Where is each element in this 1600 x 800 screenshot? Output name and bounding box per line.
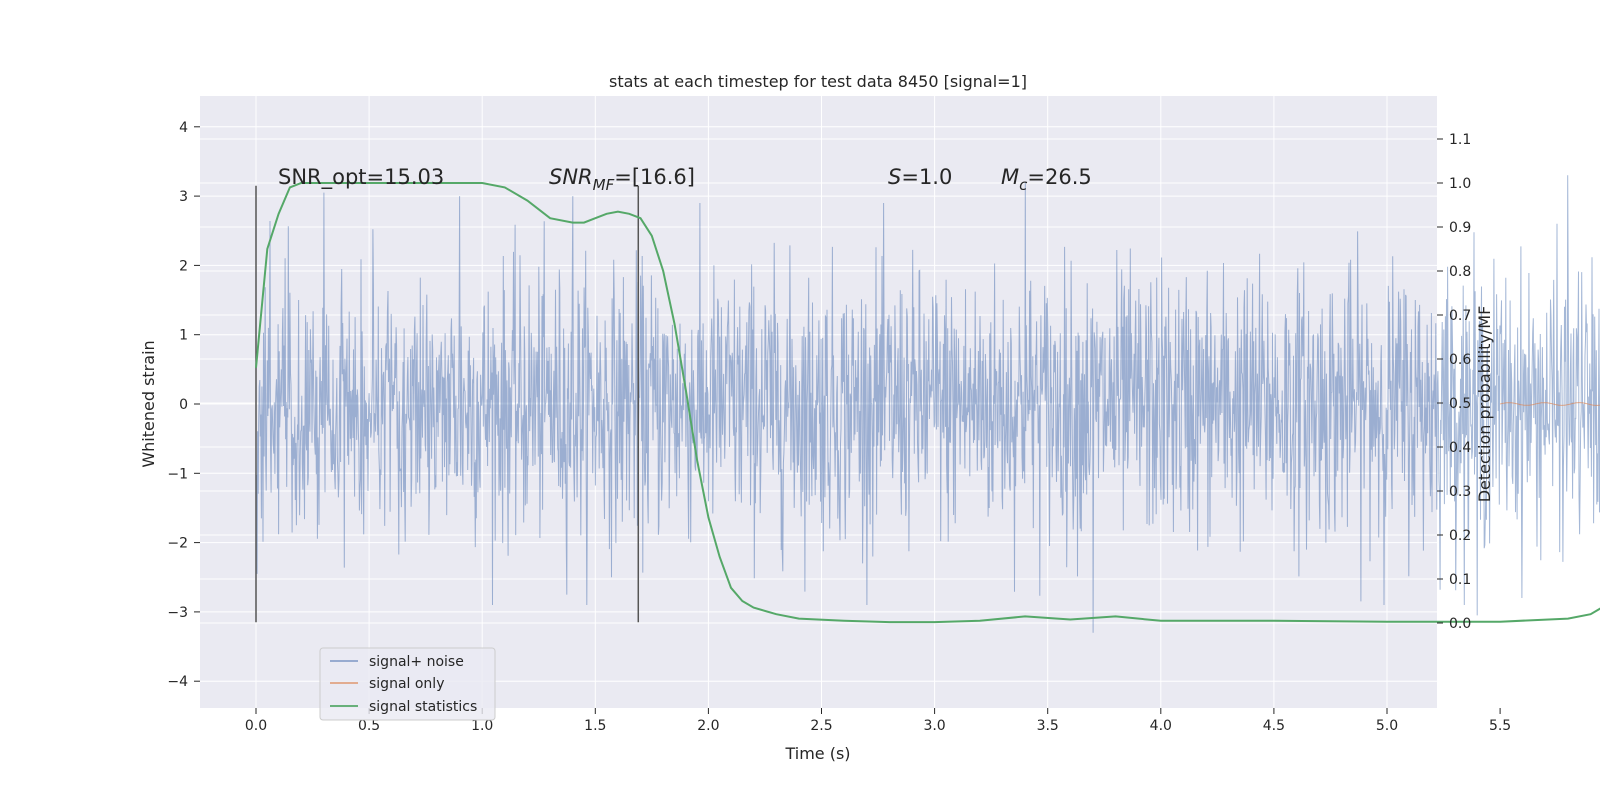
y2-tick-label-1: 1.0	[1449, 176, 1471, 192]
x-tick-label-11: 5.5	[1489, 718, 1511, 734]
x-tick-label-10: 5.0	[1376, 718, 1398, 734]
x-tick-label-5: 2.5	[810, 718, 832, 734]
axes-layer: 0.00.51.01.52.02.53.03.54.04.55.05.56.06…	[167, 120, 1511, 734]
y2-tick-label-3: 0.8	[1449, 264, 1471, 280]
y2-axis-label: Detection probability/MF	[1475, 306, 1494, 503]
x-tick-label-7: 3.5	[1037, 718, 1059, 734]
annotation-s-val: =1.0	[901, 165, 952, 189]
annotation-snr-mf-var: SNR	[549, 165, 593, 189]
x-tick-label-8: 4.0	[1150, 718, 1172, 734]
x-tick-label-3: 1.5	[584, 718, 606, 734]
y2-tick-label-8: 0.3	[1449, 484, 1471, 500]
annotation-snr-mf-sub: MF	[593, 176, 615, 194]
legend-label-signal-noise: signal+ noise	[369, 654, 464, 670]
x-tick-label-1: 0.5	[358, 718, 380, 734]
series-signal-statistics-line	[255, 182, 1600, 624]
y2-tick-label-9: 0.2	[1449, 528, 1471, 544]
annotation-mc-sub: c	[1019, 176, 1028, 194]
y2-tick-label-2: 0.9	[1449, 220, 1471, 236]
x-tick-label-6: 3.0	[923, 718, 945, 734]
y2-tick-label-4: 0.7	[1449, 308, 1471, 324]
annotation-s: S=1.0	[888, 165, 952, 189]
x-axis-label: Time (s)	[784, 744, 850, 763]
annotation-s-var: S	[888, 165, 901, 189]
x-tick-label-2: 1.0	[471, 718, 493, 734]
y-tick-label-8: −4	[167, 674, 188, 690]
y-tick-label-0: 4	[179, 120, 188, 136]
legend-label-signal-statistics: signal statistics	[369, 699, 477, 715]
annotation-snr-mf-val: =[16.6]	[614, 165, 695, 189]
y2-tick-label-5: 0.6	[1449, 352, 1471, 368]
annotation-mc-val: =26.5	[1027, 165, 1091, 189]
y2-tick-label-10: 0.1	[1449, 572, 1471, 588]
y-tick-label-6: −2	[167, 536, 188, 552]
x-tick-label-9: 4.5	[1263, 718, 1285, 734]
y-axis-label: Whitened strain	[139, 340, 158, 467]
y-tick-label-1: 3	[179, 189, 188, 205]
plot-background	[200, 96, 1437, 708]
data-layer	[255, 175, 1600, 633]
y-tick-label-5: −1	[167, 466, 188, 482]
y2-tick-label-7: 0.4	[1449, 440, 1471, 456]
y-tick-label-3: 1	[179, 328, 188, 344]
y-tick-label-2: 2	[179, 258, 188, 274]
x-tick-label-0: 0.0	[245, 718, 267, 734]
legend-box	[319, 647, 496, 721]
y-tick-label-4: 0	[179, 397, 188, 413]
annotation-snr-opt: SNR_opt=15.03	[278, 165, 444, 190]
x-tick-label-4: 2.0	[697, 718, 719, 734]
series-signal-noise-line	[255, 175, 1600, 633]
legend: signal+ noise signal only signal statist…	[319, 647, 496, 721]
annotation-snr-mf: SNRMF=[16.6]	[549, 165, 695, 194]
chart-title: stats at each timestep for test data 845…	[609, 72, 1027, 91]
y2-tick-label-0: 1.1	[1449, 132, 1471, 148]
y-tick-label-7: −3	[167, 605, 188, 621]
y2-tick-label-11: 0.0	[1449, 616, 1471, 632]
annotation-mc: Mc=26.5	[1001, 165, 1092, 194]
y2-tick-label-6: 0.5	[1449, 396, 1471, 412]
legend-label-signal-only: signal only	[369, 676, 444, 692]
annotation-mc-var: M	[1001, 165, 1019, 189]
